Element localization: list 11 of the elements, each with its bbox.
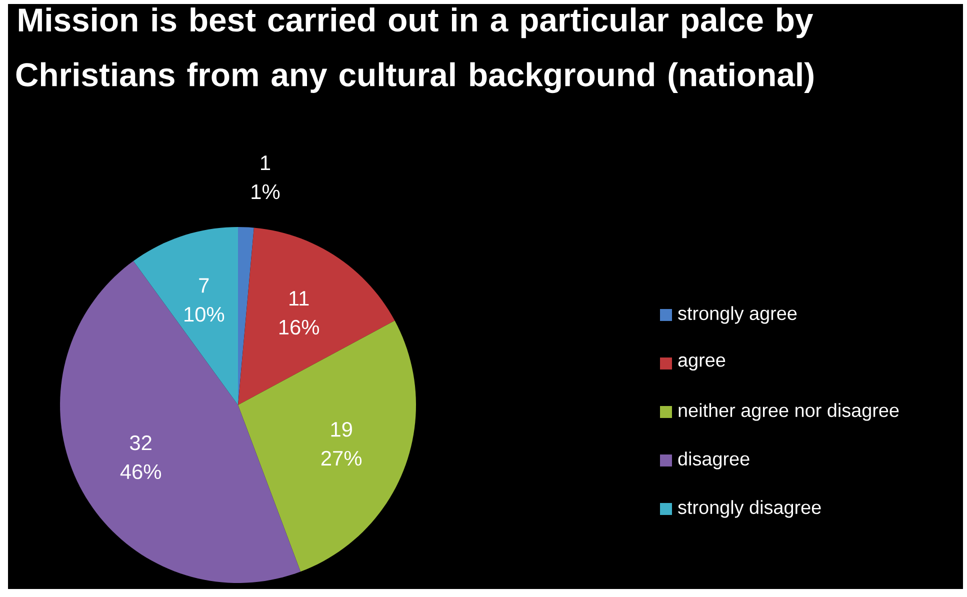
legend-label: disagree (678, 452, 750, 470)
legend-label: strongly disagree (678, 500, 821, 518)
legend-label: neither agree nor disagree (678, 403, 899, 421)
data-label: 32 46% (120, 435, 162, 480)
legend-label: agree (678, 356, 726, 371)
data-label: 1 1% (252, 156, 280, 200)
data-label: 7 10% (184, 278, 224, 322)
data-label: 19 27% (321, 422, 362, 466)
legend-label: strongly agree (678, 306, 797, 324)
chart-title: Mission is best carried out in a particular palce by Christians from any cultural background (national) (16, 8, 814, 94)
data-label: 11 16% (279, 291, 319, 335)
